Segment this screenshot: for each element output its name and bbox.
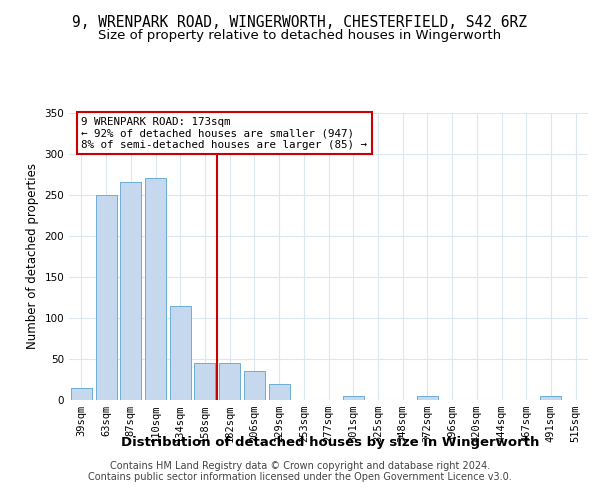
Bar	[120, 182, 141, 400]
Bar	[95, 194, 116, 400]
Text: 9, WRENPARK ROAD, WINGERWORTH, CHESTERFIELD, S42 6RZ: 9, WRENPARK ROAD, WINGERWORTH, CHESTERFI…	[73, 15, 527, 30]
Y-axis label: Number of detached properties: Number of detached properties	[26, 163, 39, 350]
Bar	[145, 178, 166, 400]
Bar	[71, 388, 92, 400]
Bar	[541, 396, 562, 400]
Bar	[417, 396, 438, 400]
Bar	[219, 363, 240, 400]
Bar	[170, 306, 191, 400]
Text: Distribution of detached houses by size in Wingerworth: Distribution of detached houses by size …	[121, 436, 539, 449]
Text: Contains HM Land Registry data © Crown copyright and database right 2024.
Contai: Contains HM Land Registry data © Crown c…	[88, 461, 512, 482]
Text: 9 WRENPARK ROAD: 173sqm
← 92% of detached houses are smaller (947)
8% of semi-de: 9 WRENPARK ROAD: 173sqm ← 92% of detache…	[82, 116, 367, 150]
Bar	[343, 396, 364, 400]
Bar	[244, 371, 265, 400]
Bar	[269, 384, 290, 400]
Bar	[194, 363, 215, 400]
Text: Size of property relative to detached houses in Wingerworth: Size of property relative to detached ho…	[98, 28, 502, 42]
